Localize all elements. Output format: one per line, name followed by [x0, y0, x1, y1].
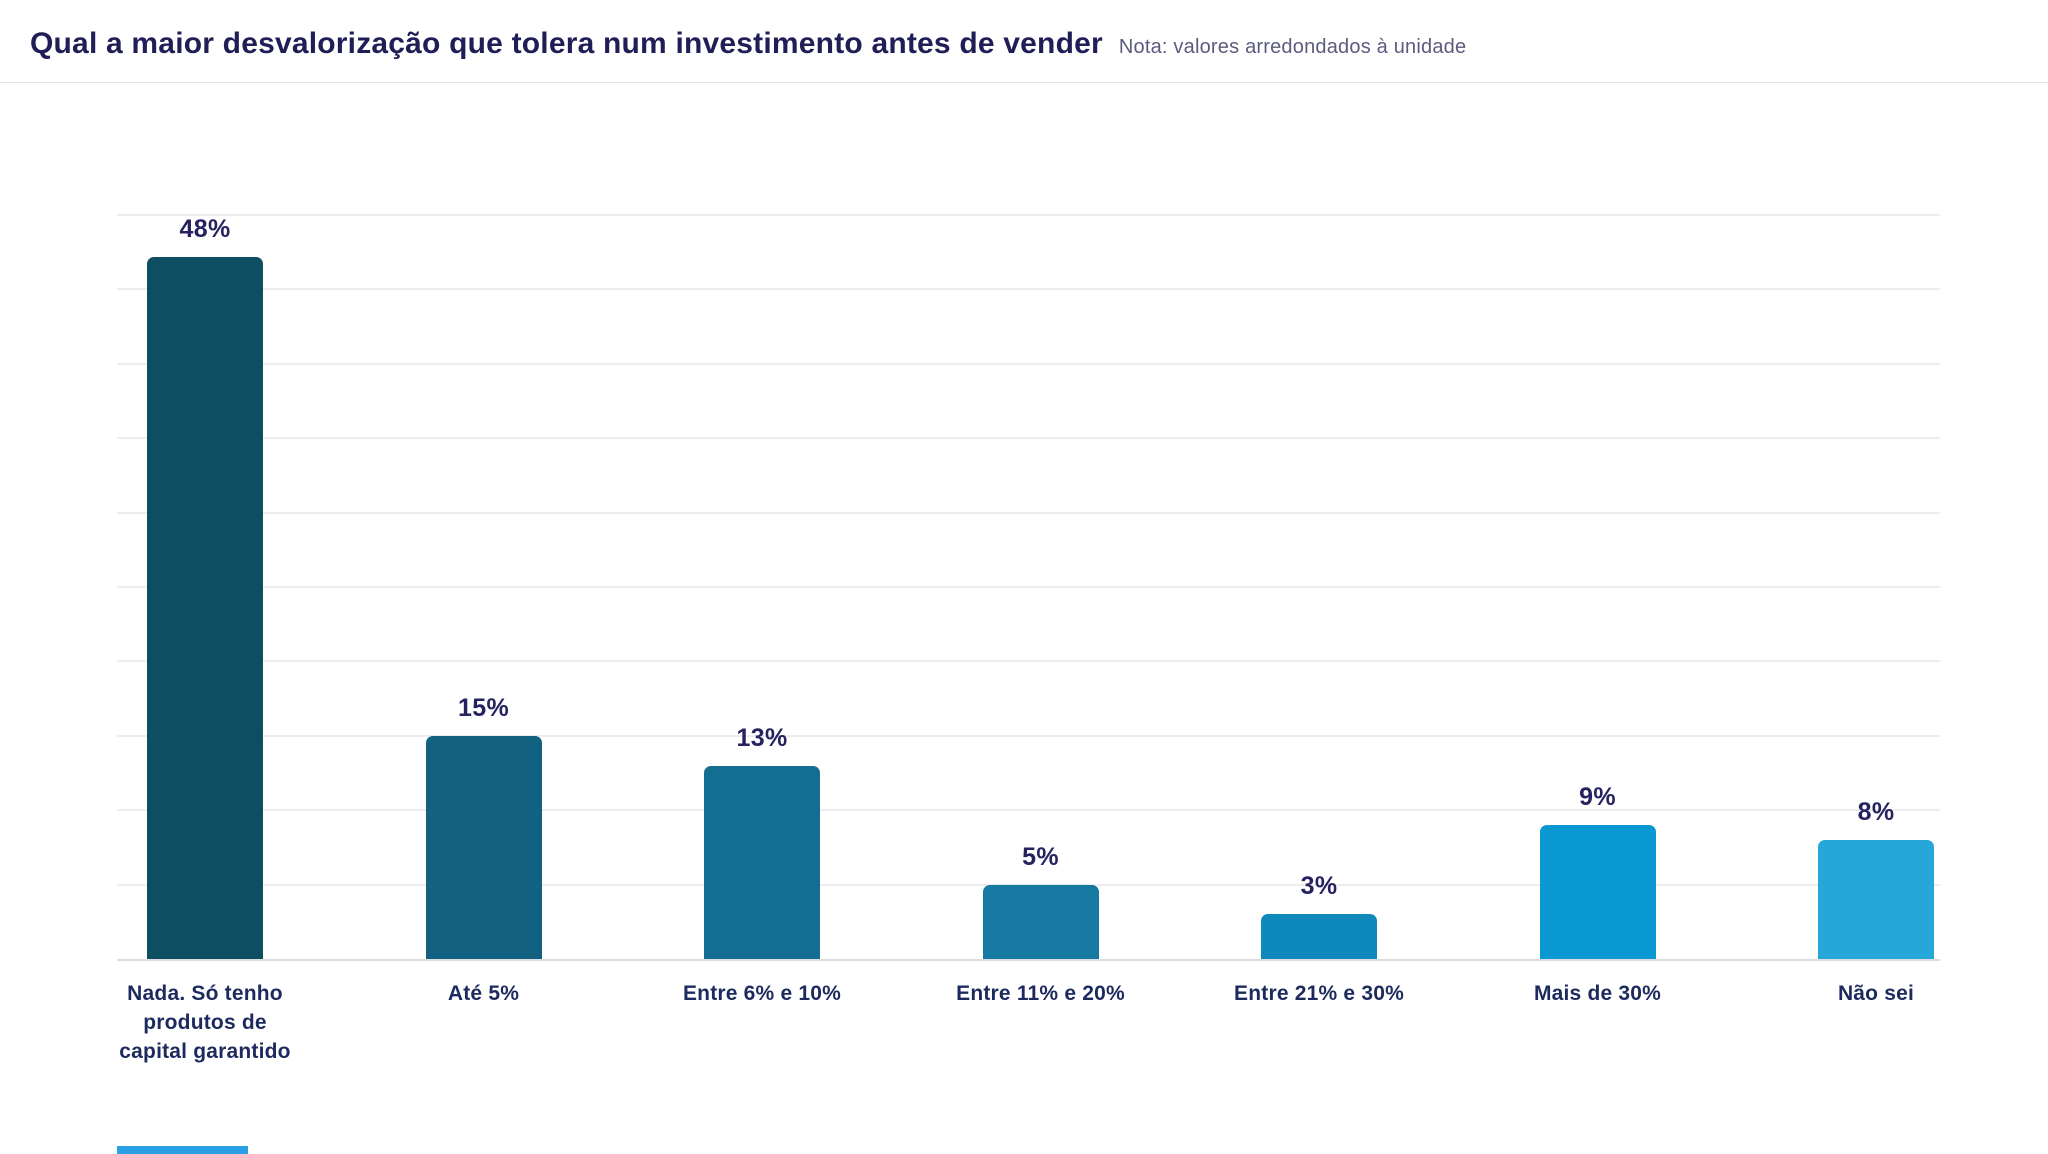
bar-column: 3% Entre 21% e 30%	[1219, 215, 1419, 1005]
value-label: 9%	[1579, 783, 1616, 812]
bar-column: 15% Até 5%	[384, 215, 584, 1005]
category-label: Nada. Só tenho produtos de capital garan…	[119, 982, 291, 1063]
gridline	[117, 362, 1940, 365]
value-label: 3%	[1300, 872, 1338, 901]
bar	[704, 765, 820, 959]
plot-area: 48% Nada. Só tenho produtos de capital ga…	[117, 214, 1940, 1063]
category-label: Entre 21% e 30%	[1234, 982, 1404, 1005]
category-label: Mais de 30%	[1533, 982, 1662, 1005]
value-label: 5%	[1022, 842, 1059, 871]
gridline	[117, 511, 1940, 514]
bar	[1818, 839, 1934, 959]
chart-note: Nota: valores arredondados à unidade	[1118, 36, 1467, 58]
bar	[147, 257, 263, 959]
chart-title: Qual a maior desvalorização que tolera n…	[30, 27, 1103, 60]
bottom-accent-bar	[117, 1146, 248, 1154]
gridline	[117, 214, 1940, 216]
category-label: Entre 11% e 20%	[956, 982, 1125, 1005]
value-label: 48%	[179, 215, 231, 243]
bar-column: 5% Entre 11% e 20%	[941, 215, 1141, 1005]
bar	[425, 735, 542, 959]
category-label: Não sei	[1837, 982, 1915, 1005]
bar	[982, 884, 1099, 959]
category-label: Entre 6% e 10%	[682, 982, 842, 1005]
gridline	[117, 734, 1940, 737]
gridline	[117, 288, 1940, 291]
bar	[1539, 825, 1656, 959]
bar-column: 9% Mais de 30%	[1498, 215, 1698, 1005]
bar-column: 48% Nada. Só tenho produtos de capital ga…	[105, 215, 305, 1063]
bar-column: 13% Entre 6% e 10%	[662, 215, 862, 1005]
bar-column: 8% Não sei	[1776, 215, 1976, 1005]
value-label: 15%	[458, 693, 509, 722]
value-label: 13%	[736, 723, 788, 752]
gridline	[117, 660, 1940, 663]
gridline	[117, 586, 1940, 588]
gridline	[117, 437, 1940, 440]
bar	[1261, 914, 1377, 959]
gridline	[117, 809, 1940, 812]
chart-header: Qual a maior desvalorização que tolera n…	[0, 0, 2048, 83]
category-label: Até 5%	[447, 982, 520, 1005]
value-label: 8%	[1857, 797, 1895, 826]
